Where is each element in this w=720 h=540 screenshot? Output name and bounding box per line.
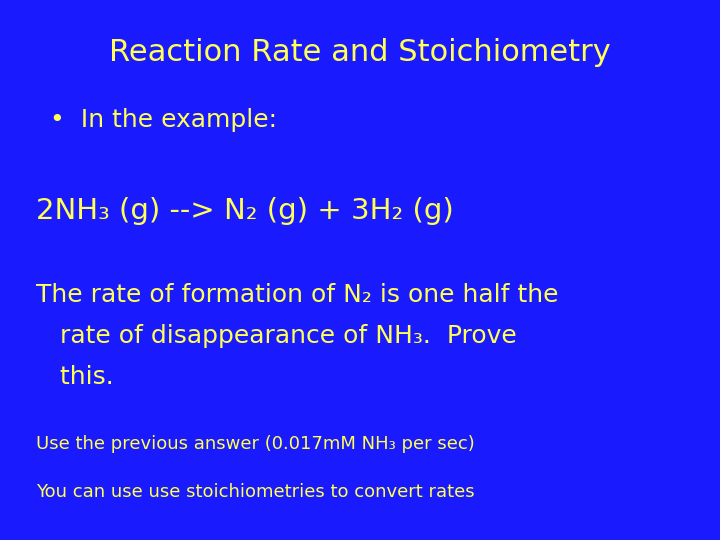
Text: rate of disappearance of NH₃.  Prove: rate of disappearance of NH₃. Prove	[36, 324, 517, 348]
Text: 2NH₃ (g) --> N₂ (g) + 3H₂ (g): 2NH₃ (g) --> N₂ (g) + 3H₂ (g)	[36, 197, 454, 225]
Text: You can use use stoichiometries to convert rates: You can use use stoichiometries to conve…	[36, 483, 474, 501]
Text: Reaction Rate and Stoichiometry: Reaction Rate and Stoichiometry	[109, 38, 611, 67]
Text: this.: this.	[36, 364, 114, 388]
Text: •  In the example:: • In the example:	[50, 108, 277, 132]
Text: The rate of formation of N₂ is one half the: The rate of formation of N₂ is one half …	[36, 284, 559, 307]
Text: Use the previous answer (0.017mM NH₃ per sec): Use the previous answer (0.017mM NH₃ per…	[36, 435, 474, 453]
